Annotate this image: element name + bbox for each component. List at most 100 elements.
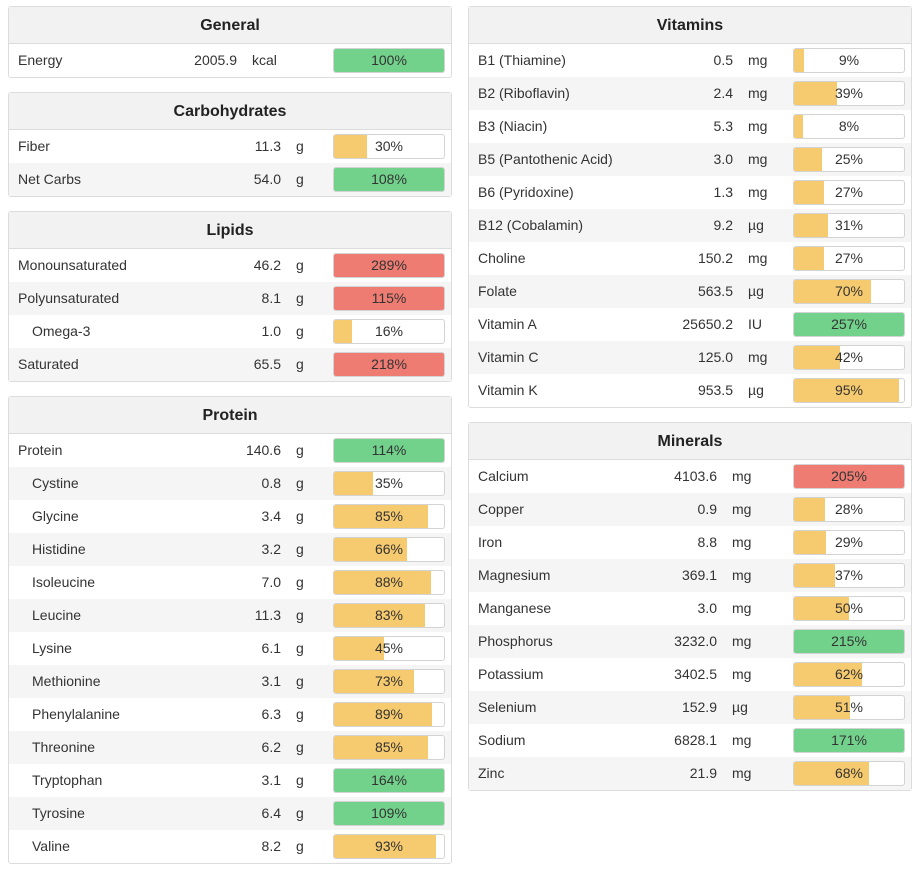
percent-bar-fill: [794, 280, 871, 303]
percent-label: 73%: [374, 673, 404, 689]
nutrient-name: B3 (Niacin): [478, 118, 548, 134]
nutrient-unit: g: [296, 541, 304, 557]
percent-bar: 88%: [333, 570, 445, 595]
nutrient-unit: mg: [748, 52, 768, 68]
nutrient-name: Manganese: [478, 600, 552, 616]
nutrient-name: Energy: [18, 52, 63, 68]
percent-bar: 95%: [793, 378, 905, 403]
percent-bar: 66%: [333, 537, 445, 562]
nutrient-unit: g: [296, 805, 304, 821]
percent-bar-fill: [334, 802, 444, 825]
percent-bar: 289%: [333, 253, 445, 278]
nutrient-unit: mg: [748, 151, 768, 167]
percent-bar: 215%: [793, 629, 905, 654]
nutrient-row-valine: Valine 8.2 g 93%: [9, 830, 451, 863]
nutrient-name: Tyrosine: [32, 805, 85, 821]
percent-label: 289%: [371, 257, 407, 273]
percent-bar-fill: [334, 538, 407, 561]
nutrient-row-leucine: Leucine 11.3 g 83%: [9, 599, 451, 632]
percent-label: 16%: [374, 323, 404, 339]
nutrient-unit: g: [296, 706, 304, 722]
nutrient-row-saturated: Saturated 65.5 g 218%: [9, 348, 451, 381]
percent-bar-fill: [334, 835, 437, 858]
nutrient-amount: 4103.6: [674, 468, 717, 484]
panel-title: Minerals: [469, 423, 911, 460]
percent-bar: 257%: [793, 312, 905, 337]
nutrient-name: Monounsaturated: [18, 257, 127, 273]
nutrient-unit: g: [296, 171, 304, 187]
percent-label: 83%: [374, 607, 404, 623]
percent-bar: 39%: [793, 81, 905, 106]
nutrient-unit: g: [296, 640, 304, 656]
nutrient-unit: g: [296, 838, 304, 854]
percent-label: 70%: [834, 283, 864, 299]
percent-bar-fill: [794, 465, 904, 488]
percent-bar: 62%: [793, 662, 905, 687]
nutrient-row-copper: Copper 0.9 mg 28%: [469, 493, 911, 526]
percent-bar-fill: [794, 729, 904, 752]
percent-bar: 114%: [333, 438, 445, 463]
percent-bar-fill: [334, 49, 444, 72]
nutrient-amount: 8.1: [261, 290, 281, 306]
percent-bar: 93%: [333, 834, 445, 859]
nutrient-amount: 125.0: [697, 349, 733, 365]
nutrient-unit: g: [296, 607, 304, 623]
nutrient-name: Polyunsaturated: [18, 290, 120, 306]
nutrient-amount: 6.1: [261, 640, 281, 656]
nutrient-row-calcium: Calcium 4103.6 mg 205%: [469, 460, 911, 493]
nutrient-amount: 563.5: [697, 283, 733, 299]
percent-bar: 8%: [793, 114, 905, 139]
nutrient-name: Vitamin C: [478, 349, 539, 365]
nutrient-amount: 140.6: [245, 442, 281, 458]
percent-bar: 29%: [793, 530, 905, 555]
nutrient-unit: mg: [748, 349, 768, 365]
nutrient-name: Glycine: [32, 508, 79, 524]
nutrient-name: Vitamin A: [478, 316, 537, 332]
percent-label: 89%: [374, 706, 404, 722]
percent-bar-fill: [334, 439, 444, 462]
nutrient-name: Threonine: [32, 739, 96, 755]
nutrient-unit: mg: [732, 600, 752, 616]
percent-label: 88%: [374, 574, 404, 590]
percent-bar: 171%: [793, 728, 905, 753]
percent-label: 218%: [371, 356, 407, 372]
percent-bar-fill: [334, 287, 444, 310]
nutrient-amount: 6828.1: [674, 732, 717, 748]
nutrient-amount: 54.0: [253, 171, 281, 187]
nutrient-name: Sodium: [478, 732, 526, 748]
percent-bar: 70%: [793, 279, 905, 304]
nutrient-name: Leucine: [32, 607, 82, 623]
nutrient-row-b2-riboflavin: B2 (Riboflavin) 2.4 mg 39%: [469, 77, 911, 110]
nutrient-amount: 6.4: [261, 805, 281, 821]
nutrient-amount: 3.1: [261, 772, 281, 788]
percent-label: 62%: [834, 666, 864, 682]
nutrient-row-b12-cobalamin: B12 (Cobalamin) 9.2 µg 31%: [469, 209, 911, 242]
percent-bar-fill: [794, 663, 863, 686]
percent-label: 39%: [834, 85, 864, 101]
percent-bar: 205%: [793, 464, 905, 489]
nutrient-name: Choline: [478, 250, 526, 266]
nutrient-unit: g: [296, 739, 304, 755]
percent-label: 93%: [374, 838, 404, 854]
nutrient-row-omega-3: Omega-3 1.0 g 16%: [9, 315, 451, 348]
percent-bar-fill: [334, 703, 432, 726]
nutrient-amount: 152.9: [681, 699, 717, 715]
percent-label: 27%: [834, 184, 864, 200]
percent-bar-fill: [334, 637, 384, 660]
panel-vitamins: Vitamins B1 (Thiamine) 0.5 mg 9% B2 (Riboflav…: [468, 6, 912, 408]
nutrient-amount: 3.1: [261, 673, 281, 689]
percent-bar: 85%: [333, 504, 445, 529]
nutrient-row-b3-niacin: B3 (Niacin) 5.3 mg 8%: [469, 110, 911, 143]
nutrient-row-potassium: Potassium 3402.5 mg 62%: [469, 658, 911, 691]
nutrient-unit: µg: [748, 217, 764, 233]
nutrient-name: Phenylalanine: [32, 706, 120, 722]
percent-bar-fill: [334, 353, 444, 376]
nutrient-name: Iron: [478, 534, 503, 550]
percent-bar-fill: [794, 82, 837, 105]
nutrient-row-isoleucine: Isoleucine 7.0 g 88%: [9, 566, 451, 599]
nutrient-name: Magnesium: [478, 567, 551, 583]
percent-bar-fill: [334, 135, 367, 158]
percent-bar: 25%: [793, 147, 905, 172]
percent-bar: 68%: [793, 761, 905, 786]
percent-label: 100%: [371, 52, 407, 68]
